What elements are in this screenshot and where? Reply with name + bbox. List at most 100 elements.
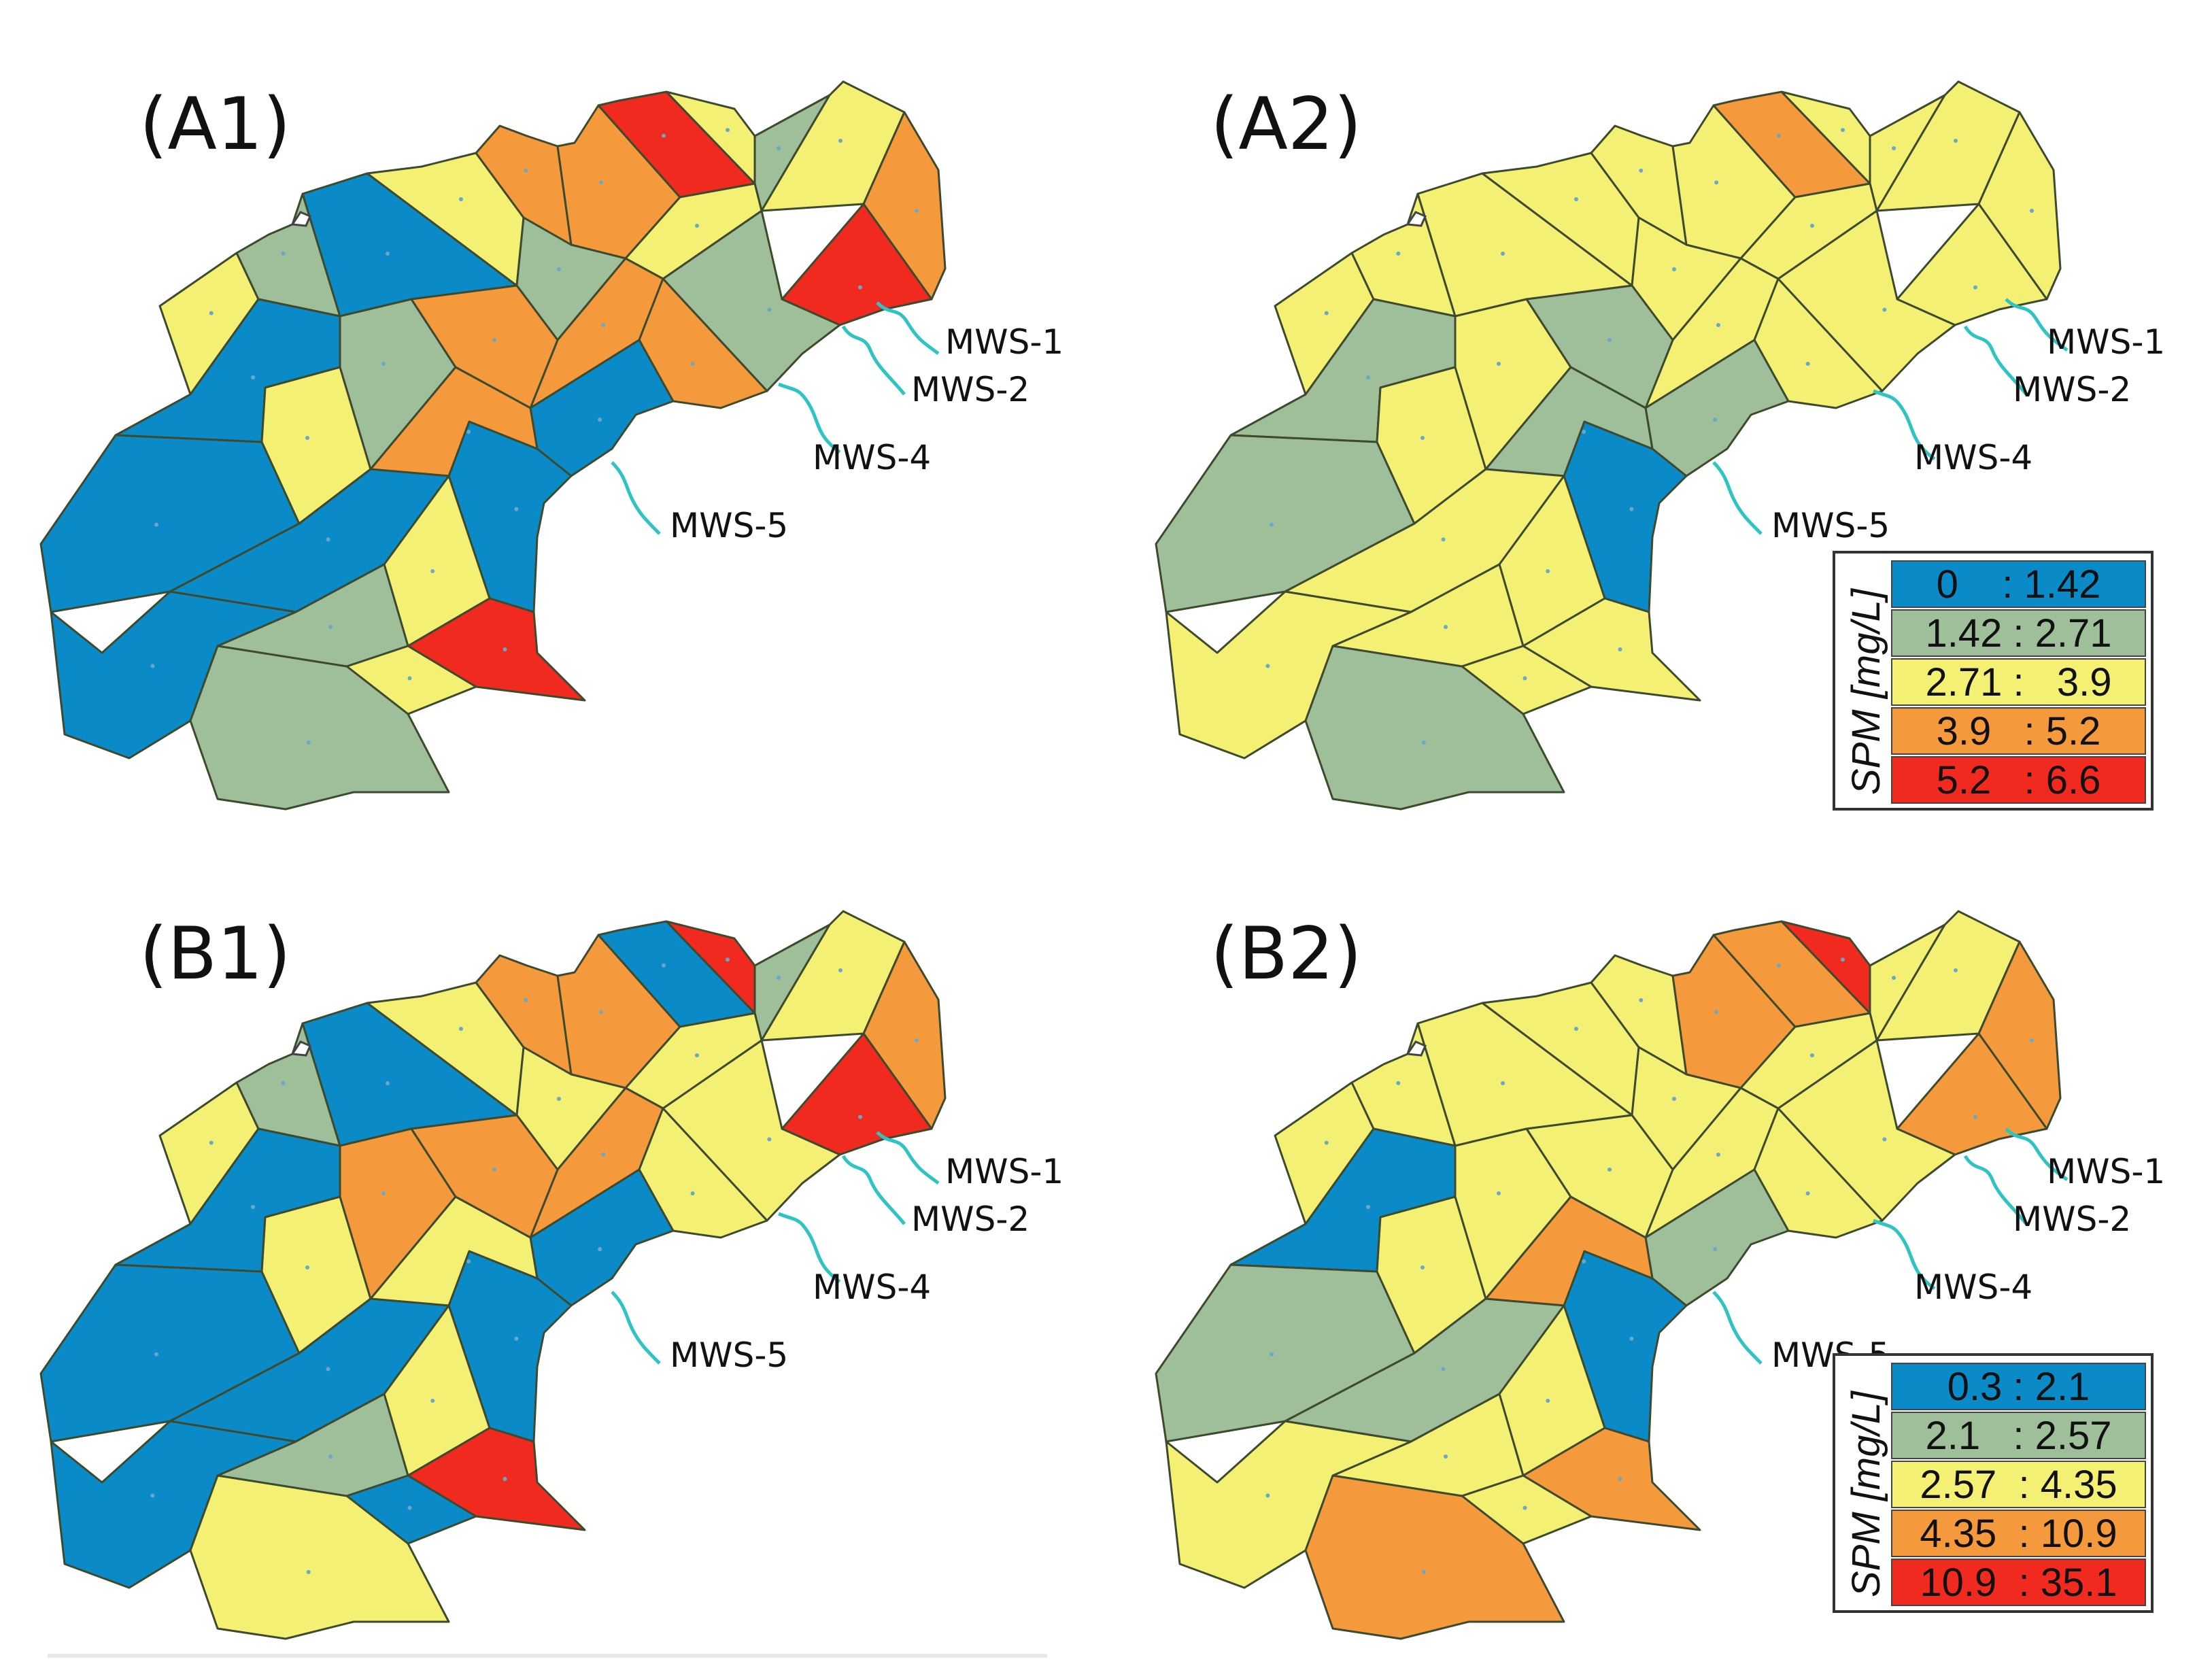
map-panel-b1: (B1) MWS-1 MWS-2 MWS-4 MWS-5 (0, 830, 1102, 1668)
voronoi-cell (624, 1012, 763, 1110)
sample-point (328, 1454, 333, 1459)
sample-point (466, 430, 471, 434)
sample-point (726, 957, 730, 962)
voronoi-cell (189, 1474, 450, 1640)
sample-point (1713, 1247, 1718, 1252)
station-label: MWS-1 (945, 1152, 1064, 1191)
sample-point (1366, 375, 1371, 379)
sample-point (154, 522, 158, 527)
sample-point (1973, 1114, 1977, 1119)
sample-point (466, 1259, 471, 1263)
map-b1: MWS-1 MWS-2 MWS-4 MWS-5 (39, 910, 1064, 1640)
sample-point (777, 976, 781, 980)
station-label: MWS-5 (670, 506, 788, 545)
sample-point (1324, 1140, 1329, 1145)
legend-row: 3.9 : 5.2 (1891, 707, 2146, 755)
sample-point (328, 625, 333, 629)
sample-point (1441, 537, 1446, 542)
sample-point (1841, 128, 1845, 133)
sample-point (1421, 740, 1426, 745)
sample-point (1973, 285, 1977, 290)
sample-point (1618, 647, 1622, 651)
sample-point (1607, 338, 1612, 342)
legend-title-b: SPM [mg/L] (1844, 1391, 1888, 1597)
station-leader-line (611, 1291, 661, 1365)
voronoi-cell (638, 277, 768, 409)
voronoi-cell (189, 645, 450, 811)
station-label: MWS-1 (2047, 322, 2165, 362)
sample-point (1420, 1265, 1425, 1270)
sample-point (1672, 1097, 1676, 1101)
sample-point (281, 1080, 286, 1085)
map-a2: MWS-1 MWS-2 MWS-4 MWS-5 (1155, 80, 2165, 811)
map-a1: MWS-1 MWS-2 MWS-4 MWS-5 (39, 80, 1064, 811)
sample-point (1265, 664, 1270, 668)
sample-point (2030, 209, 2034, 213)
sample-point (1421, 1569, 1426, 1574)
sample-point (381, 1191, 386, 1195)
station-leader-line (1873, 389, 1936, 461)
sample-point (598, 1247, 602, 1252)
sample-point (1265, 1493, 1270, 1498)
legend-row: 10.9 : 35.1 (1891, 1559, 2146, 1606)
legend-a: SPM [mg/L] 0 : 1.42 1.42 : 2.71 2.71 : 3.9… (1833, 551, 2154, 811)
sample-point (1582, 1259, 1586, 1263)
sample-point (1954, 968, 1958, 972)
panel-label-a1: (A1) (139, 82, 291, 166)
map-panel-b2: (B2) MWS-1 MWS-2 MWS-4 MWS-5 SPM [mg/L] 0.3… (1102, 830, 2212, 1668)
sample-point (915, 209, 919, 213)
sample-point (601, 1153, 605, 1157)
sample-point (251, 375, 256, 379)
station-label: MWS-4 (813, 1267, 931, 1307)
sample-point (492, 1168, 496, 1172)
sample-point (524, 998, 528, 1002)
voronoi-cell (1525, 1114, 1674, 1239)
sample-point (1882, 307, 1887, 312)
station-leader-line (611, 461, 661, 535)
sample-point (1618, 1477, 1622, 1481)
voronoi-cell (1165, 1420, 1412, 1589)
sample-point (1522, 1505, 1527, 1510)
voronoi-cell (862, 940, 947, 1130)
station-leader-line (1963, 325, 2028, 396)
sample-point (1270, 1352, 1274, 1357)
sample-point (1546, 569, 1550, 573)
station-leader-line (1963, 1155, 2028, 1225)
station-label: MWS-5 (670, 1335, 788, 1375)
sample-point (251, 1205, 256, 1209)
map-panel-a2: (A2) MWS-1 MWS-2 MWS-4 MWS-5 SPM [mg/L] 0 :… (1102, 0, 2212, 830)
sample-point (209, 1140, 214, 1145)
sample-point (858, 1114, 862, 1119)
sample-point (1805, 362, 1810, 366)
sample-point (1810, 1053, 1814, 1057)
station-leader-line (876, 301, 940, 356)
sample-point (1420, 436, 1425, 440)
station-label: MWS-2 (911, 1199, 1030, 1239)
sample-point (1716, 323, 1720, 327)
voronoi-cells (1155, 80, 2062, 811)
sample-point (503, 647, 507, 651)
sample-point (1954, 139, 1958, 143)
sample-point (1441, 1367, 1446, 1372)
station-label: MWS-4 (1914, 1267, 2032, 1307)
sample-point (1574, 197, 1578, 201)
sample-point (1574, 1027, 1578, 1031)
station-label: MWS-2 (2013, 370, 2131, 409)
voronoi-cell (410, 284, 559, 409)
sample-point (150, 664, 155, 668)
station-leader-line (1873, 1219, 1936, 1291)
sample-point (430, 1399, 435, 1403)
sample-point (1714, 180, 1719, 185)
sample-point (1444, 625, 1448, 629)
sample-point (690, 1191, 695, 1195)
sample-point (858, 285, 862, 290)
sample-point (662, 133, 666, 138)
station-label: MWS-4 (1914, 438, 2032, 477)
legend-title-a: SPM [mg/L] (1844, 589, 1888, 795)
station-leader-line (876, 1131, 940, 1185)
sample-point (767, 1137, 772, 1142)
sample-point (154, 1352, 158, 1357)
sample-point (838, 968, 843, 972)
